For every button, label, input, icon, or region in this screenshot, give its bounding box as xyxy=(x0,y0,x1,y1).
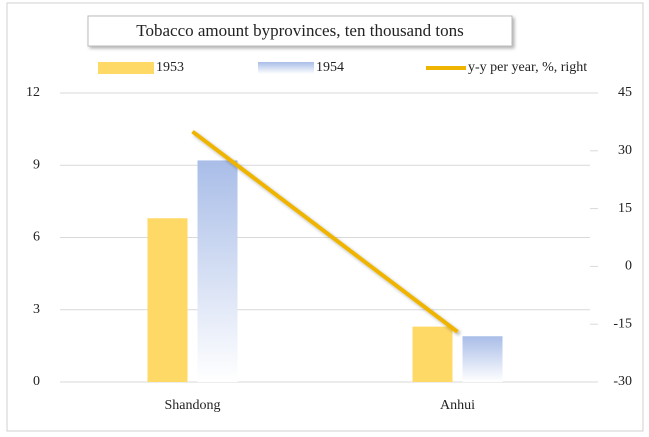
y-tick-label: 0 xyxy=(33,374,40,389)
y-tick-label: 3 xyxy=(33,302,40,317)
legend-swatch xyxy=(258,62,314,74)
legend-label: 1954 xyxy=(316,60,344,75)
bar xyxy=(147,218,188,382)
bar xyxy=(197,160,238,382)
chart-title: Tobacco amount byprovinces, ten thousand… xyxy=(136,21,463,40)
legend-swatch xyxy=(98,62,154,74)
title-box xyxy=(87,15,513,47)
bar xyxy=(462,336,503,382)
frame xyxy=(6,2,644,432)
y2-tick-label: 0 xyxy=(625,259,632,274)
legend-label: y-y per year, %, right xyxy=(468,60,587,75)
y-tick-label: 6 xyxy=(33,230,40,245)
y2-tick-label: 45 xyxy=(618,85,632,100)
y-tick-label: 12 xyxy=(26,85,40,100)
y2-tick-label: -15 xyxy=(613,316,632,331)
legend-label: 1953 xyxy=(156,60,184,75)
y2-tick-label: 30 xyxy=(618,143,632,158)
y2-tick-label: 15 xyxy=(618,201,632,216)
bar xyxy=(412,326,453,382)
x-tick-label: Anhui xyxy=(440,398,475,413)
x-tick-label: Shandong xyxy=(165,398,221,413)
line xyxy=(191,129,459,334)
y-tick-label: 9 xyxy=(33,157,40,172)
y2-tick-label: -30 xyxy=(613,374,632,389)
